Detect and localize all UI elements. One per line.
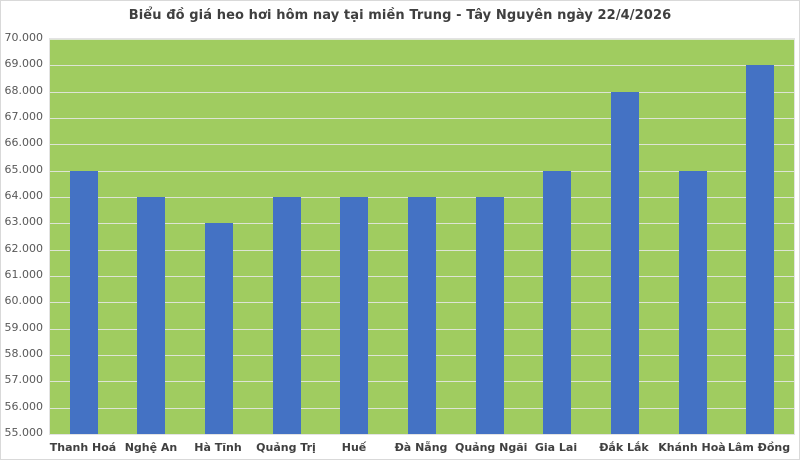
bar-quang-ngai [476, 197, 504, 434]
y-tick-label: 55.000 [4, 426, 44, 439]
y-tick-label: 65.000 [4, 163, 44, 176]
bar-quang-tri [273, 197, 301, 434]
y-tick-label: 69.000 [4, 57, 44, 70]
y-tick-label: 64.000 [4, 189, 44, 202]
y-tick-label: 67.000 [4, 110, 44, 123]
bar-thanh-hoa [70, 171, 98, 434]
x-tick-label: Quảng Trị [256, 441, 316, 454]
y-tick-label: 66.000 [4, 136, 44, 149]
x-tick-label: Nghệ An [124, 441, 178, 454]
y-tick-label: 59.000 [4, 321, 44, 334]
chart-title: Biểu đồ giá heo hơi hôm nay tại miền Tru… [128, 8, 672, 23]
y-tick-label: 62.000 [4, 242, 44, 255]
x-tick-label: Huế [341, 441, 367, 454]
bar-ha-tinh [205, 223, 233, 434]
x-tick-label: Hà Tĩnh [194, 441, 242, 454]
x-tick-label: Đắk Lắk [599, 441, 649, 454]
x-tick-label: Quảng Ngãi [455, 441, 528, 454]
x-tick-label: Thanh Hoá [49, 441, 117, 454]
bar-hue [340, 197, 368, 434]
x-tick-label: Lâm Đồng [727, 441, 791, 454]
bar-da-nang [408, 197, 436, 434]
y-tick-label: 70.000 [4, 31, 44, 44]
x-tick-label: Đà Nẵng [394, 441, 448, 454]
y-tick-label: 63.000 [4, 215, 44, 228]
gridline [50, 144, 794, 145]
bar-nghe-an [137, 197, 165, 434]
y-tick-label: 56.000 [4, 400, 44, 413]
x-tick-label: Gia Lai [534, 441, 578, 454]
gridline [50, 39, 794, 40]
y-tick-label: 68.000 [4, 84, 44, 97]
bar-gia-lai [543, 171, 571, 434]
plot-area [49, 38, 795, 435]
y-tick-label: 61.000 [4, 268, 44, 281]
y-tick-label: 58.000 [4, 347, 44, 360]
bar-khanh-hoa [679, 171, 707, 434]
gridline [50, 118, 794, 119]
gridline [50, 65, 794, 66]
y-tick-label: 60.000 [4, 294, 44, 307]
gridline [50, 171, 794, 172]
bar-dak-lak [611, 92, 639, 434]
gridline [50, 92, 794, 93]
x-tick-label: Khánh Hoà [658, 441, 726, 454]
bar-lam-dong [746, 65, 774, 434]
y-tick-label: 57.000 [4, 373, 44, 386]
